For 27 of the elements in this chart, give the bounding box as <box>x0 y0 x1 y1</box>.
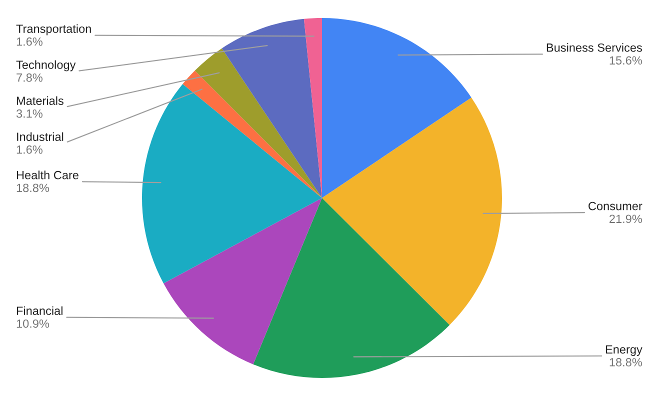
slice-label: Business Services <box>546 43 642 52</box>
pie-slice <box>304 18 322 198</box>
slice-label: Industrial <box>17 132 64 141</box>
pie-slice <box>222 18 322 198</box>
slice-label: Consumer <box>588 202 642 210</box>
pie-slice <box>142 84 322 284</box>
pie-slice <box>253 198 450 378</box>
data-label: 15.6% <box>610 56 642 65</box>
slice-label: Transportation <box>16 24 91 36</box>
pie-slice <box>322 18 472 198</box>
slice-label: Health Care <box>16 170 78 180</box>
data-label: 21.9% <box>610 214 642 224</box>
data-label: 3.1% <box>16 109 42 118</box>
data-label: 1.6% <box>16 37 42 46</box>
slice-label: Energy <box>606 345 642 356</box>
pie-slice <box>322 98 502 325</box>
data-label: 18.8% <box>16 184 50 192</box>
data-label: 1.6% <box>16 145 42 154</box>
slice-label: Financial <box>16 306 62 316</box>
slice-label: Technology <box>16 60 76 72</box>
slice-label: Materials <box>16 96 64 105</box>
data-label: 10.9% <box>16 319 50 328</box>
pie-slice <box>194 48 322 198</box>
pie-slice <box>164 198 322 364</box>
data-label: 18.8% <box>610 358 642 366</box>
pie-slice <box>182 70 322 198</box>
data-label: 7.8% <box>16 73 42 82</box>
